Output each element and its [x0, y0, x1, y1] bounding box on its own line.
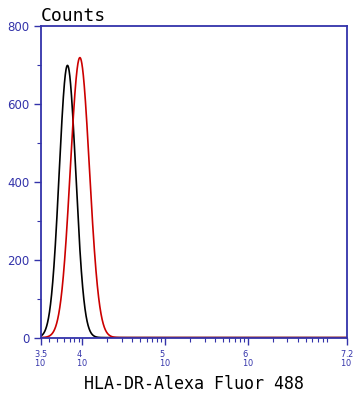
Text: Counts: Counts: [41, 7, 106, 25]
X-axis label: HLA-DR-Alexa Fluor 488: HLA-DR-Alexa Fluor 488: [84, 375, 304, 393]
